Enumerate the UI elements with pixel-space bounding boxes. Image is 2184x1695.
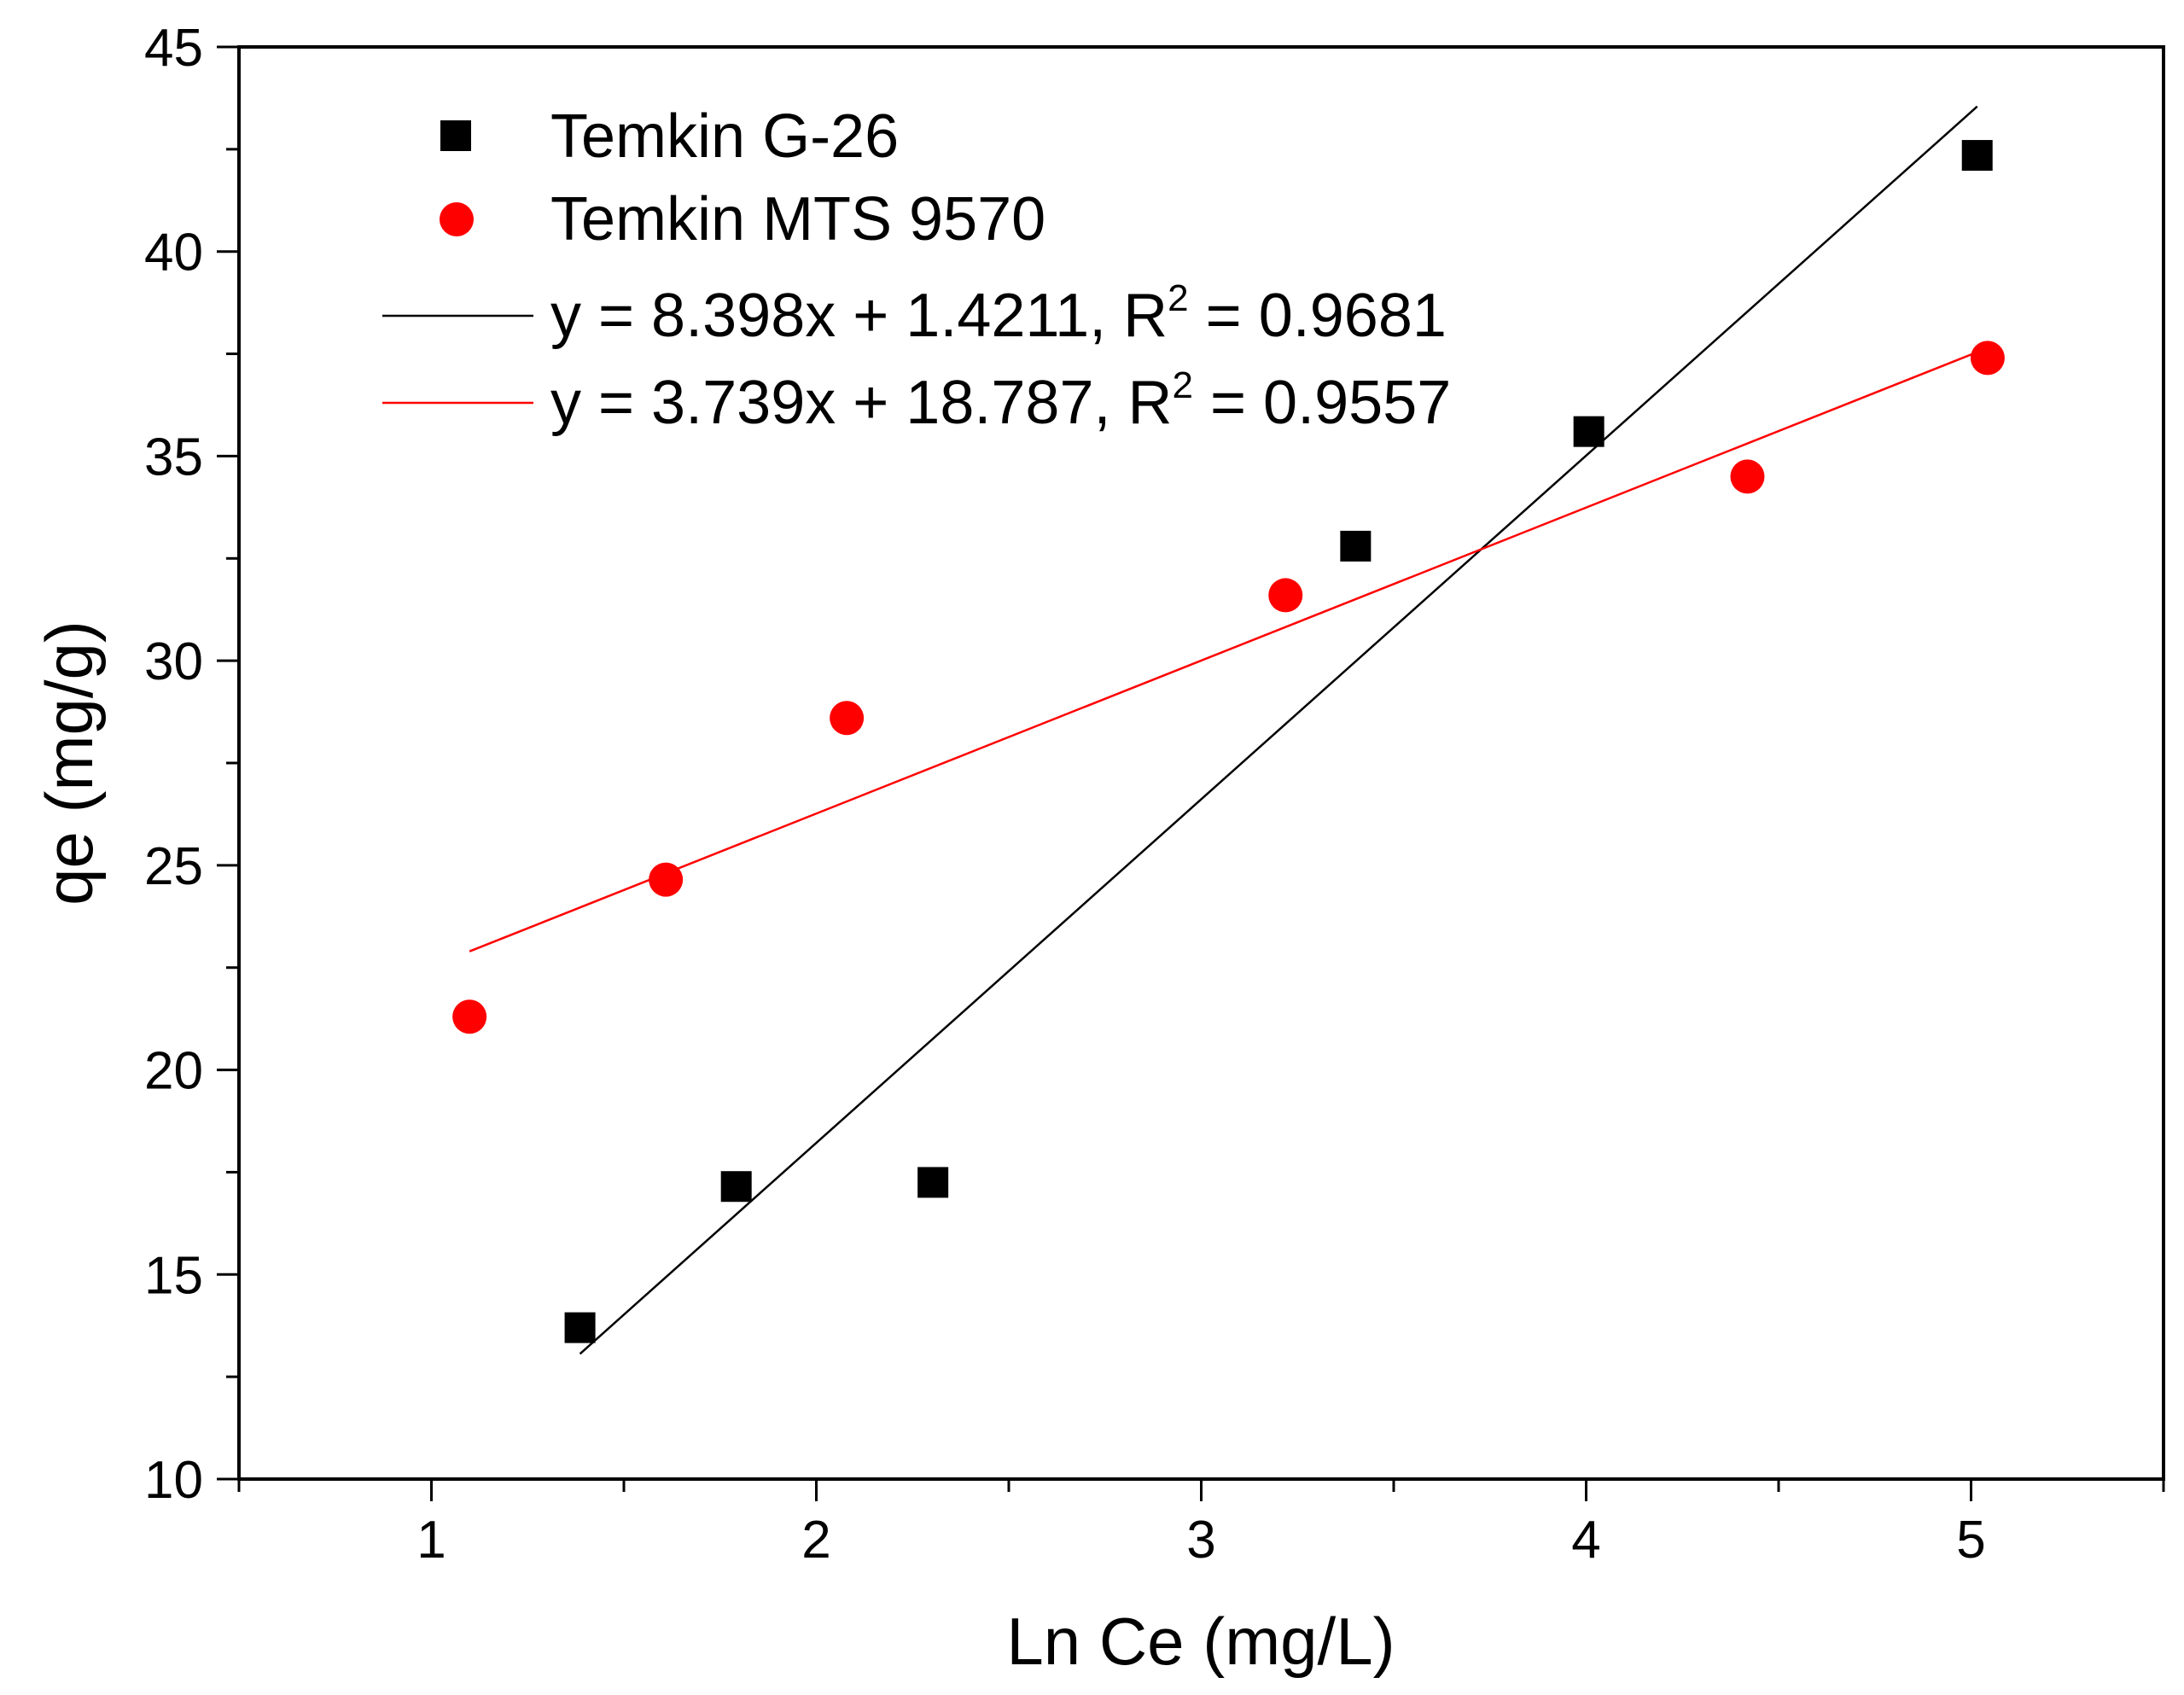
legend-marker-g26 <box>440 120 471 151</box>
plot-frame <box>237 45 2165 1481</box>
fit-g26-r2-superscript: 2 <box>1168 277 1188 319</box>
data-point-g26 <box>1573 416 1605 447</box>
fit-mts9570-equation: y = 3.739x + 18.787, R <box>550 369 1173 437</box>
legend-label-g26: Temkin G-26 <box>550 102 899 171</box>
data-point-mts9570 <box>830 701 865 736</box>
data-point-g26 <box>564 1312 596 1343</box>
data-point-mts9570 <box>1970 341 2005 376</box>
data-point-mts9570 <box>452 999 487 1034</box>
y-axis-title: qe (mg/g) <box>32 620 107 906</box>
legend-label-mts9570: Temkin MTS 9570 <box>550 185 1045 253</box>
fit-g26-r2-value: = 0.9681 <box>1189 282 1447 350</box>
x-tick-label: 5 <box>1956 1511 1985 1570</box>
data-point-g26 <box>1340 530 1372 562</box>
x-tick-label: 4 <box>1571 1511 1600 1570</box>
data-point-mts9570 <box>1268 578 1303 613</box>
data-point-g26 <box>917 1167 949 1198</box>
data-point-g26 <box>720 1171 752 1203</box>
y-tick-label: 45 <box>144 19 203 78</box>
legend-label-g26-fit: y = 8.398x + 1.4211, R2 = 0.9681 <box>550 277 1447 350</box>
y-tick-label: 15 <box>144 1246 203 1305</box>
x-tick-label: 3 <box>1186 1511 1215 1570</box>
fit-line-g26 <box>579 105 1978 1355</box>
y-tick-label: 25 <box>144 837 203 896</box>
data-point-g26 <box>1961 140 1993 172</box>
x-tick-label: 1 <box>416 1511 446 1570</box>
y-tick-label: 10 <box>144 1451 203 1510</box>
x-axis-ticks: 1 2 3 4 5 <box>237 1479 2165 1570</box>
fit-line-mts9570 <box>469 347 1989 952</box>
y-tick-label: 20 <box>144 1042 203 1101</box>
fit-mts9570-r2-value: = 0.9557 <box>1193 369 1451 437</box>
fit-g26-equation: y = 8.398x + 1.4211, R <box>550 282 1168 350</box>
legend: Temkin G-26 Temkin MTS 9570 y = 8.398x +… <box>382 102 1451 437</box>
y-axis-ticks: 10 15 20 25 30 35 40 45 <box>144 19 239 1510</box>
data-markers <box>452 140 2005 1343</box>
y-tick-label: 30 <box>144 632 203 691</box>
y-tick-label: 35 <box>144 428 203 486</box>
x-tick-label: 2 <box>801 1511 830 1570</box>
data-point-mts9570 <box>649 862 684 897</box>
legend-label-mts9570-fit: y = 3.739x + 18.787, R2 = 0.9557 <box>550 364 1451 437</box>
y-tick-label: 40 <box>144 224 203 282</box>
x-axis-title: Ln Ce (mg/L) <box>1006 1604 1395 1679</box>
fit-lines <box>469 105 1989 1355</box>
data-point-mts9570 <box>1730 459 1765 494</box>
fit-mts9570-r2-superscript: 2 <box>1173 364 1193 406</box>
legend-marker-mts9570 <box>440 202 474 236</box>
